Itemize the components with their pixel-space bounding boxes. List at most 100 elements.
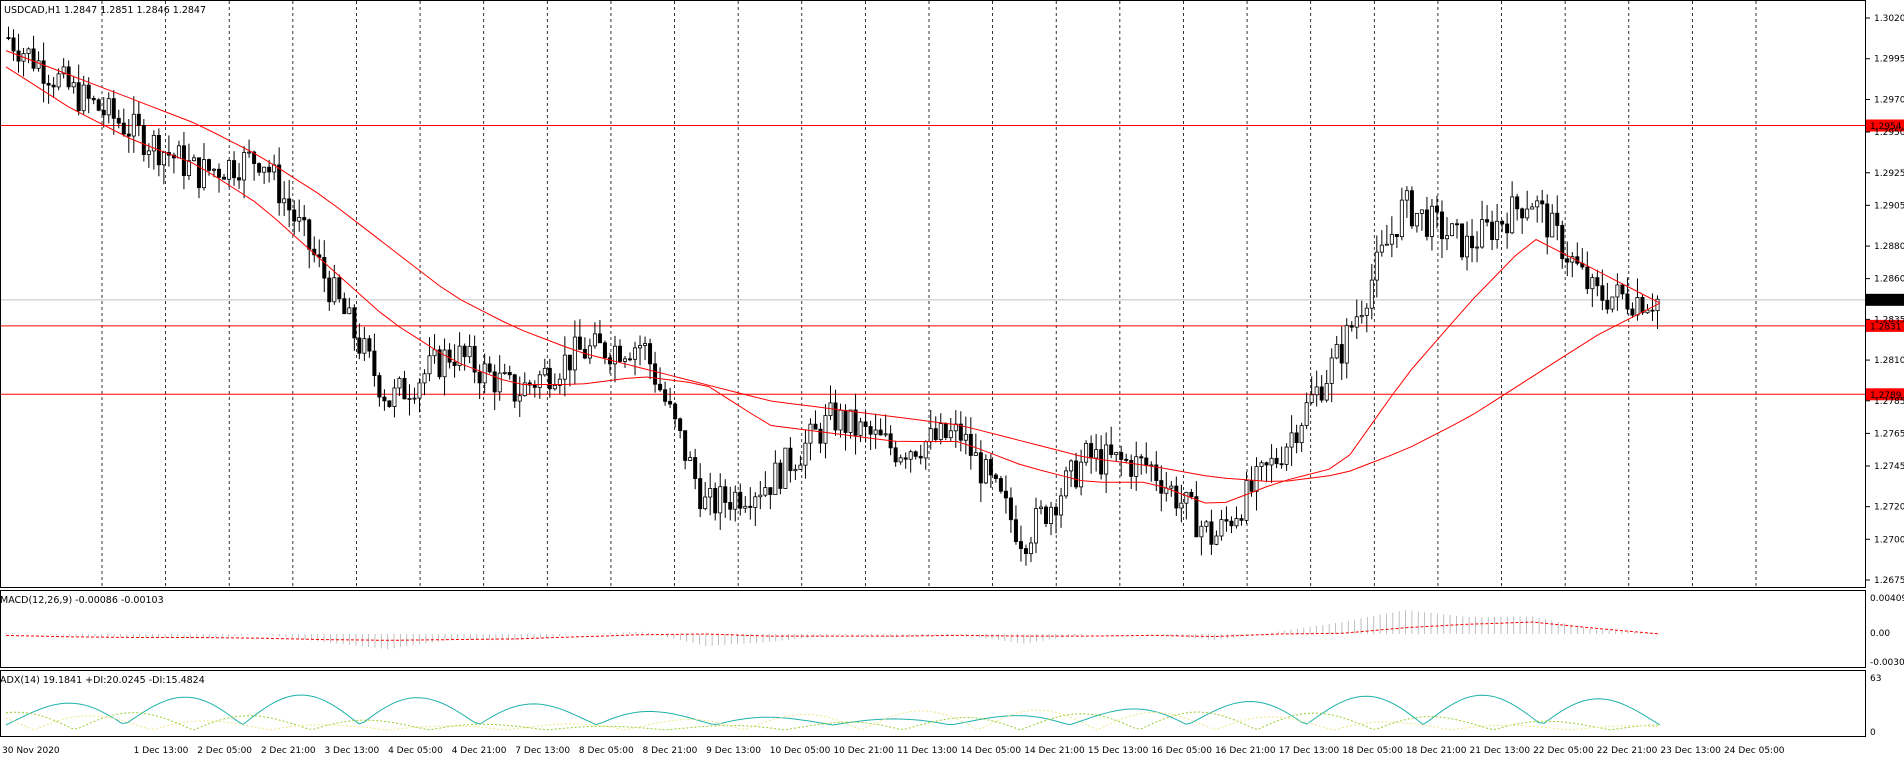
candle-body [277, 164, 282, 204]
candle-body [1444, 235, 1449, 240]
candle-body [683, 430, 688, 461]
candle-body [968, 433, 973, 456]
candle-body [1530, 206, 1535, 210]
candle-body [1364, 307, 1369, 316]
candle-body [673, 403, 678, 420]
candle-body [612, 345, 617, 365]
candle-body [327, 277, 332, 303]
candle-body [287, 198, 292, 211]
candle-body [1154, 464, 1159, 481]
candle-body [81, 84, 86, 112]
candle-body [196, 157, 201, 189]
price-tick-label: 1.2995 [1874, 55, 1904, 65]
candle-body [252, 151, 257, 164]
candle-body [918, 455, 923, 459]
candle-body [743, 505, 748, 509]
candle-body [1334, 344, 1339, 359]
adx-panel[interactable] [0, 670, 1866, 737]
candle-body [417, 382, 422, 399]
adx-line [5, 694, 1661, 726]
candle-body [813, 423, 818, 430]
time-tick-label: 9 Dec 13:00 [706, 746, 761, 756]
candle-body [948, 430, 953, 439]
candle-body [337, 277, 342, 300]
fast-ma-line [5, 66, 1661, 504]
time-tick-label: 7 Dec 13:00 [515, 746, 570, 756]
candle-body [843, 409, 848, 433]
candle-body [908, 451, 913, 460]
candle-body [898, 457, 903, 463]
candle-body [1605, 299, 1610, 310]
candle-body [362, 338, 367, 354]
candle-body [547, 367, 552, 390]
price-tick-label: 1.2925 [1874, 169, 1904, 179]
candle-body [998, 478, 1003, 492]
candle-body [357, 337, 362, 354]
macd-panel[interactable] [0, 590, 1866, 668]
candle-body [592, 333, 597, 347]
candle-body [1059, 495, 1064, 516]
time-tick-label: 22 Dec 05:00 [1533, 746, 1594, 756]
candle-body [597, 333, 602, 344]
candle-body [447, 349, 452, 363]
candle-body [176, 145, 181, 159]
candle-body [808, 423, 813, 444]
candle-body [1424, 209, 1429, 237]
candle-body [943, 423, 948, 439]
candle-body [938, 423, 943, 440]
candle-body [668, 400, 673, 405]
candle-body [923, 441, 928, 459]
candle-body [1189, 491, 1194, 498]
price-tick-label: 1.3020 [1874, 14, 1904, 24]
candle-body [232, 160, 237, 179]
candle-body [1224, 519, 1229, 522]
candle-body [552, 385, 557, 390]
macd-header: MACD(12,26,9) -0.00086 -0.00103 [0, 595, 164, 606]
candle-body [1279, 463, 1284, 466]
macd-plot [5, 610, 1661, 650]
candle-body [1003, 490, 1008, 499]
level-label: 1.2789 [1870, 391, 1902, 401]
candle-body [227, 160, 232, 180]
price-tick-label: 1.2835 [1874, 315, 1904, 325]
candle-body [1394, 234, 1399, 238]
time-tick-label: 16 Dec 05:00 [1151, 746, 1212, 756]
candle-body [1460, 223, 1465, 258]
main-panel[interactable] [0, 0, 1866, 588]
candle-body [492, 371, 497, 393]
candle-body [557, 378, 562, 386]
candle-body [793, 468, 798, 472]
candle-body [262, 166, 267, 173]
time-tick-label: 4 Dec 21:00 [452, 746, 507, 756]
candle-body [1139, 456, 1144, 459]
candle-body [517, 395, 522, 402]
candle-body [1319, 386, 1324, 401]
candle-body [983, 459, 988, 484]
candle-body [31, 48, 36, 69]
time-tick-label: 16 Dec 21:00 [1215, 746, 1276, 756]
candle-body [36, 60, 41, 69]
candle-body [282, 198, 287, 204]
candle-body [41, 60, 46, 84]
adx-tick-label: 0 [1870, 728, 1876, 738]
candle-body [1404, 190, 1409, 201]
candle-body [818, 428, 823, 444]
candle-body [1329, 357, 1334, 384]
candle-body [502, 372, 507, 374]
candle-body [1013, 519, 1018, 542]
candle-body [307, 219, 312, 250]
candle-body [1023, 548, 1028, 555]
candle-body [46, 83, 51, 86]
moving-averages [5, 50, 1661, 504]
candle-body [718, 486, 723, 514]
candle-body [1028, 542, 1033, 555]
candle-body [1204, 521, 1209, 527]
candle-body [56, 73, 61, 88]
level-label: 1.2954 [1870, 122, 1902, 132]
candle-body [1264, 462, 1269, 466]
candle-body [933, 428, 938, 440]
candle-body [1620, 284, 1625, 295]
candle-body [1349, 325, 1354, 328]
candlesticks [6, 26, 1660, 566]
